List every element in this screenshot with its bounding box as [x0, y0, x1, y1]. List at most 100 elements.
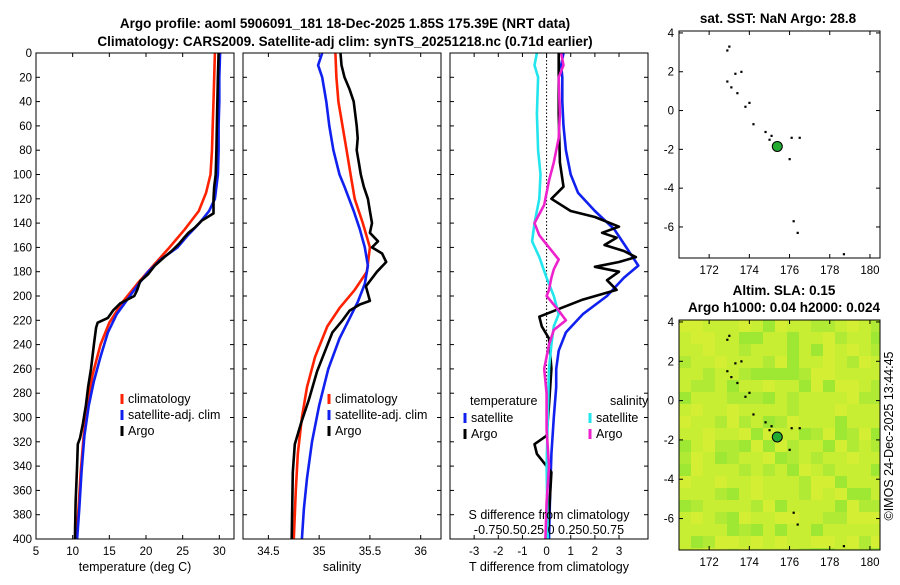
island-mark [752, 413, 755, 416]
sla-heatmap-cell [727, 404, 739, 416]
sla-heatmap-cell [751, 500, 763, 512]
sla-heatmap-cell [823, 428, 835, 440]
sst-map-panel: sat. SST: NaN Argo: 28.8 172 174 176 178 180… [664, 11, 881, 277]
difference-panel: -3 -2 -1 0 1 2 3 temperature salinity satellite sa… [449, 52, 649, 574]
sla-heatmap-cell [679, 440, 691, 452]
series-line-climatology [292, 52, 372, 540]
sla-heatmap-cell [799, 368, 811, 380]
salinity-panel: 34.5 35 35.5 36 climatology satellite-adj. cl… [242, 52, 442, 574]
salinity-xlabel: salinity [323, 560, 362, 574]
sla-heatmap-cell [859, 548, 871, 550]
island-mark [740, 360, 743, 363]
sla-heatmap-cell [775, 416, 787, 428]
sla-heatmap-cell [835, 380, 847, 392]
sla-heatmap-cell [811, 536, 823, 548]
sla-heatmap-cell [763, 356, 775, 368]
sla-heatmap-cell [847, 500, 859, 512]
sla-heatmap-cell [715, 548, 727, 550]
x-tick-label: 30 [213, 546, 226, 558]
sla-heatmap-cell [835, 440, 847, 452]
island-mark [764, 130, 767, 134]
island-mark [736, 381, 739, 385]
depth-tick-label: 320 [13, 437, 32, 449]
sla-heatmap-cell [871, 332, 880, 344]
sla-heatmap-cell [871, 440, 880, 452]
sla-map-title-line1: Altim. SLA: 0.15 [733, 283, 836, 298]
sla-heatmap-cell [751, 392, 763, 404]
sla-heatmap-cell [835, 332, 847, 344]
sla-heatmap-cell [811, 452, 823, 464]
sla-heatmap-cell [835, 416, 847, 428]
sla-heatmap-cell [823, 548, 835, 550]
sla-heatmap-cell [811, 524, 823, 536]
longitude-tick-label: 176 [780, 557, 799, 569]
sla-heatmap-cell [799, 428, 811, 440]
sla-heatmap-cell [739, 392, 751, 404]
sla-heatmap-cell [787, 464, 799, 476]
legend-temperature-header: temperature [470, 394, 537, 408]
argo-float-marker [771, 140, 783, 152]
island-mark [798, 136, 801, 139]
sla-heatmap-cell [763, 320, 775, 332]
legend-salinity-satellite: satellite [596, 411, 638, 425]
t-difference-xlabel: T difference from climatology [469, 560, 630, 574]
sla-heatmap-cell [703, 440, 715, 452]
x-tick-label: -3 [469, 546, 479, 558]
sla-heatmap-cell [811, 344, 823, 356]
sla-heatmap-cell [871, 536, 880, 548]
sla-heatmap-cell [751, 488, 763, 500]
island-mark [764, 421, 767, 424]
island-mark [788, 448, 791, 451]
sla-heatmap-cell [859, 428, 871, 440]
sla-heatmap-cell [859, 512, 871, 524]
sla-heatmap-cell [823, 464, 835, 476]
series-line-argo [73, 52, 220, 540]
sla-heatmap-cell [811, 368, 823, 380]
sla-heatmap-cell [691, 536, 703, 548]
sla-heatmap-cell [787, 332, 799, 344]
depth-tick-label: 0 [26, 48, 32, 60]
sla-heatmap-cell [847, 320, 859, 332]
legend-label-climatology: climatology [128, 392, 191, 406]
latitude-tick-label: -2 [664, 435, 674, 447]
island-mark [726, 370, 729, 373]
sla-heatmap-cell [739, 332, 751, 344]
depth-tick-label: 180 [13, 267, 32, 279]
depth-tick-label: 360 [13, 485, 32, 497]
sla-heatmap-cell [847, 428, 859, 440]
sla-heatmap-cell [799, 380, 811, 392]
figure-title-line2: Climatology: CARS2009. Satellite-adj cli… [97, 34, 592, 49]
legend-label-climatology: climatology [335, 392, 398, 406]
depth-tick-label: 220 [13, 315, 32, 327]
depth-tick-label: 40 [19, 97, 32, 109]
sla-heatmap-cell [727, 392, 739, 404]
argo-float-marker [771, 431, 783, 443]
sla-heatmap-cell [787, 452, 799, 464]
sla-heatmap-cell [727, 488, 739, 500]
series-line-salinity-satellite [530, 52, 560, 540]
sla-heatmap-cell [811, 380, 823, 392]
temperature-panel: 0 20 40 60 80 100 120 140 160 180 200 220 240 260 280 3… [13, 48, 235, 574]
sla-heatmap-cell [811, 548, 823, 550]
sla-heatmap-cell [787, 512, 799, 524]
legend-label-argo: Argo [335, 424, 361, 438]
sla-heatmap-cell [823, 380, 835, 392]
sla-heatmap-cell [679, 464, 691, 476]
sla-map-frame [678, 319, 881, 551]
sla-heatmap-cell [727, 524, 739, 536]
legend-label-argo: Argo [128, 424, 154, 438]
sla-heatmap-cell [871, 500, 880, 512]
sla-heatmap-cell [739, 512, 751, 524]
sla-heatmap-cell [679, 392, 691, 404]
sla-heatmap-cell [727, 440, 739, 452]
x-tick-label: -1 [517, 546, 527, 558]
sla-heatmap-cell [727, 416, 739, 428]
figure-title-line1: Argo profile: aoml 5906091_181 18-Dec-20… [120, 16, 570, 31]
sla-heatmap-cell [847, 452, 859, 464]
island-mark [792, 220, 795, 223]
sla-heatmap-cell [823, 512, 835, 524]
sla-heatmap-cell [679, 476, 691, 488]
sla-heatmap-cell [775, 440, 787, 452]
latitude-tick-label: 0 [668, 106, 674, 118]
sla-heatmap-cell [703, 380, 715, 392]
